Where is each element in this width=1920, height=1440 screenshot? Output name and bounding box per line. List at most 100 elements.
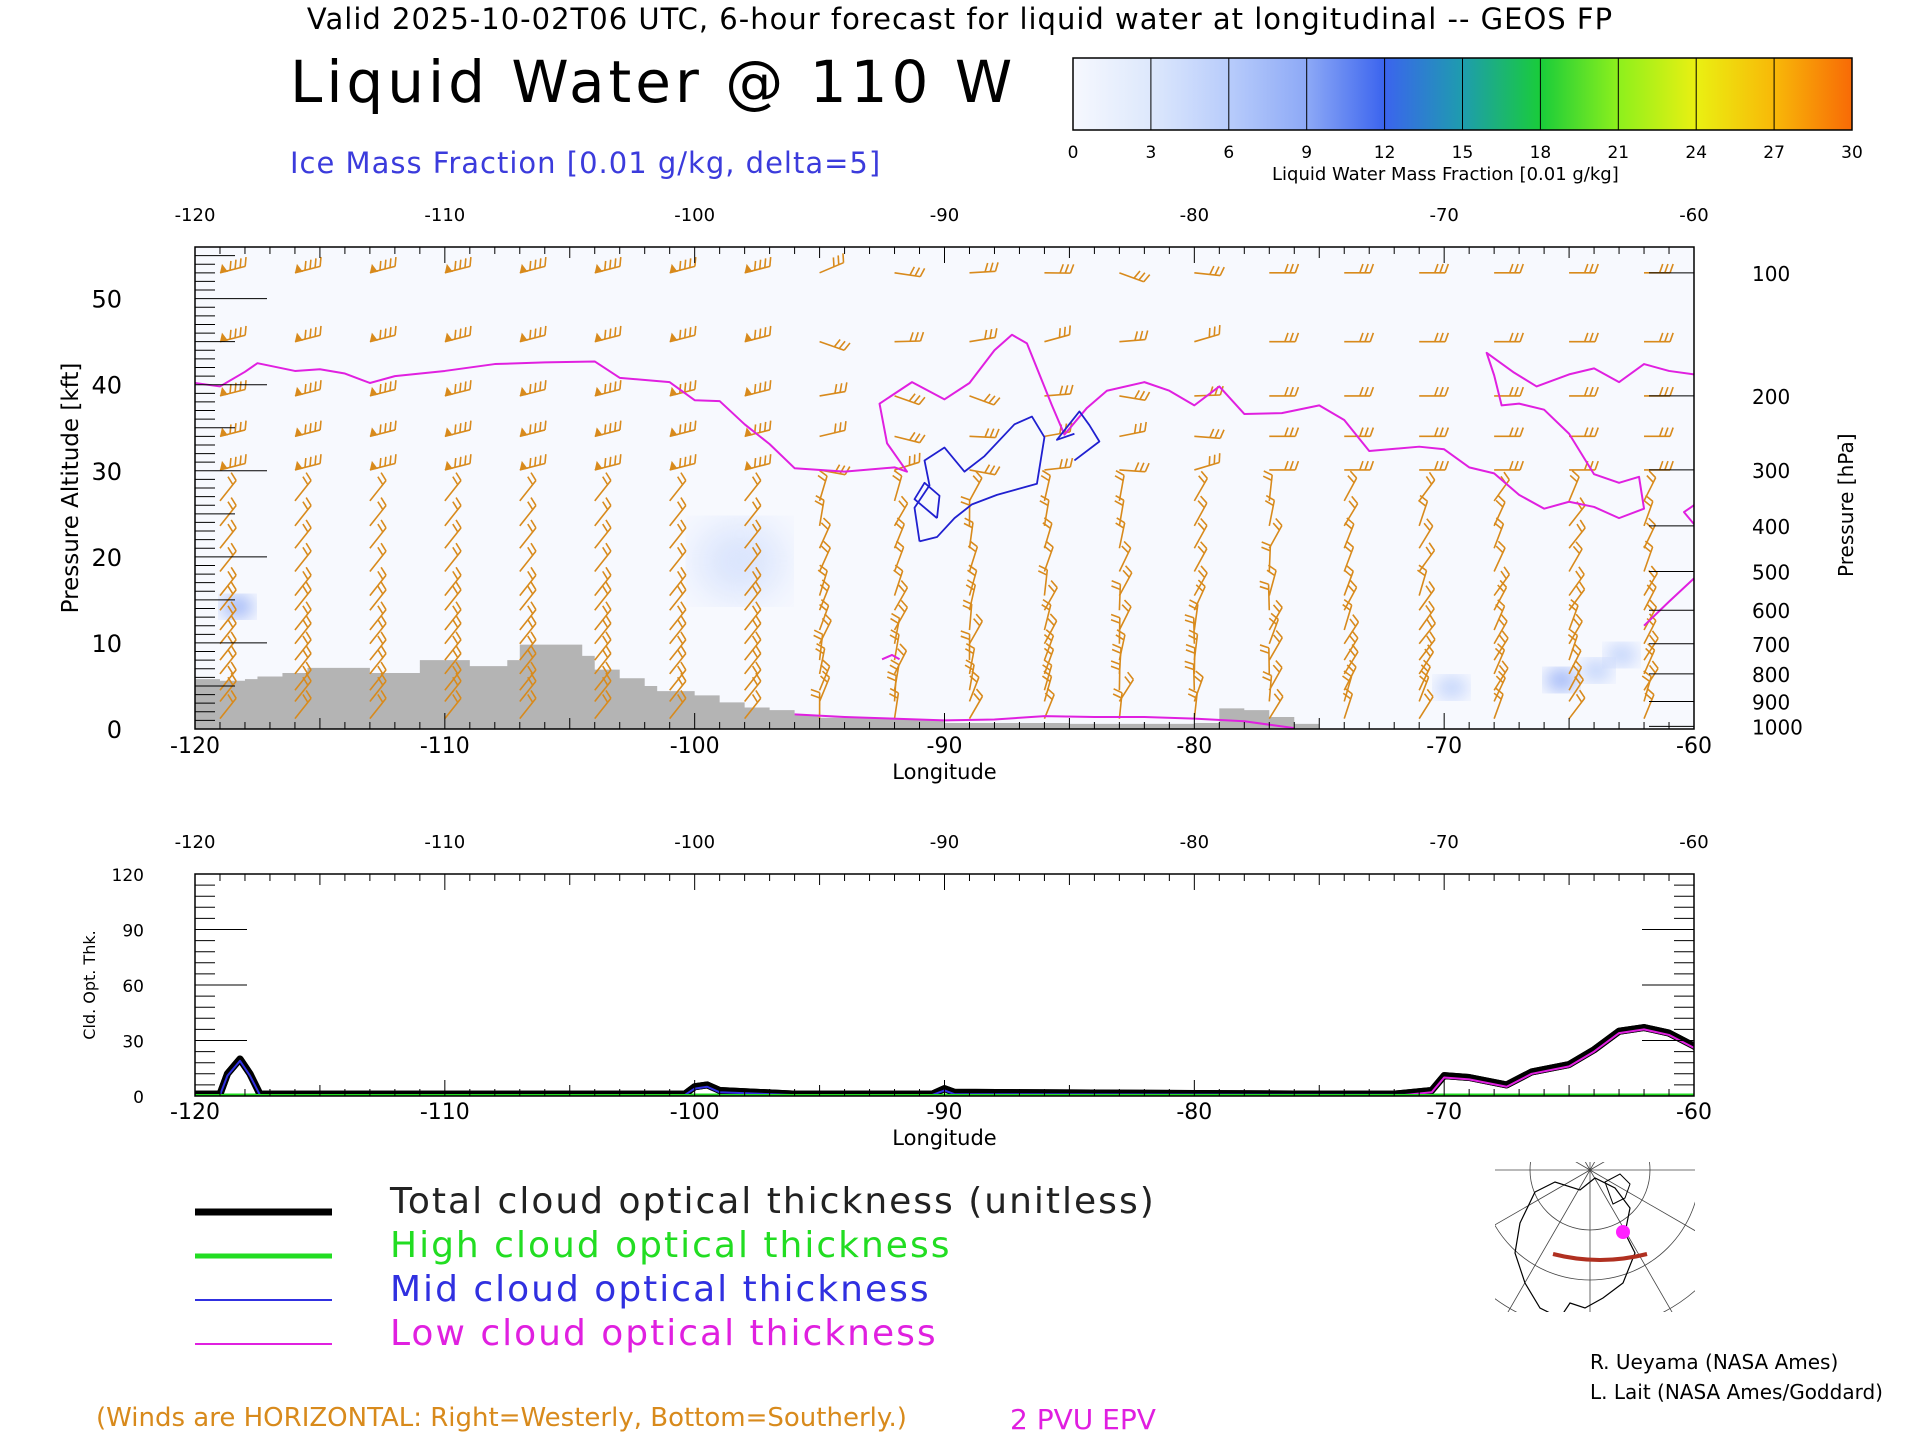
- wind-barb: [1643, 579, 1657, 611]
- legend-label: Mid cloud optical thickness: [390, 1269, 931, 1310]
- wind-barb-feather: [1349, 618, 1357, 627]
- wind-barb-feather: [1219, 429, 1225, 439]
- wind-barb-feather: [394, 454, 397, 464]
- wind-barb-feather: [530, 615, 537, 624]
- wind-barb-pennant: [519, 263, 528, 273]
- wind-barb-feather: [1519, 386, 1525, 397]
- wind-barb-feather: [1428, 600, 1435, 610]
- wind-barb: [1193, 565, 1208, 596]
- wind-barb: [1567, 629, 1579, 661]
- wind-barb-feather: [227, 605, 234, 615]
- wind-barb-shaft: [1568, 650, 1582, 675]
- wind-barb: [1643, 494, 1654, 527]
- wind-barb-feather: [751, 619, 759, 628]
- wind-barb: [219, 672, 237, 702]
- wind-barb: [219, 454, 247, 471]
- wind-barb-feather: [1514, 332, 1519, 342]
- wind-barb-feather: [1219, 266, 1225, 276]
- wind-barb-feather: [751, 635, 759, 645]
- wind-barb: [519, 645, 537, 675]
- wind-barb-feather: [614, 381, 617, 391]
- wind-barb-feather: [469, 420, 472, 430]
- wind-barb-feather: [530, 645, 537, 654]
- wind-barb: [1259, 644, 1271, 674]
- wind-barb-feather: [678, 329, 682, 340]
- wind-barb-feather: [530, 566, 537, 576]
- wind-barb-shaft: [1193, 477, 1209, 502]
- wind-barb-feather: [1514, 386, 1519, 397]
- wind-barb-feather: [377, 523, 384, 533]
- wind-barb: [818, 659, 831, 691]
- wind-barb-feather: [1508, 386, 1514, 397]
- wind-barb: [444, 689, 462, 720]
- wind-barb-shaft: [818, 665, 831, 691]
- wind-barb: [1268, 599, 1283, 631]
- wind-barb-shaft: [1267, 584, 1271, 611]
- wind-barb-feather: [229, 260, 232, 271]
- wind-barb-feather: [234, 423, 237, 433]
- wind-barb-feather: [1364, 332, 1369, 342]
- wind-barb: [969, 393, 1001, 406]
- wind-barb: [1419, 332, 1450, 343]
- wind-barb-pennant: [519, 460, 528, 470]
- wind-barb: [1418, 688, 1434, 720]
- wind-barb-feather: [1423, 659, 1431, 668]
- wind-barb-feather: [1289, 332, 1294, 342]
- wind-barb-shaft: [1343, 637, 1359, 661]
- wind-barb-feather: [1265, 494, 1275, 502]
- lower-y-tick-label: 120: [112, 866, 144, 886]
- wind-barb: [1493, 660, 1509, 691]
- wind-barb: [669, 566, 687, 597]
- wind-barb-shaft: [1343, 477, 1358, 502]
- wind-barb-feather: [989, 328, 993, 339]
- colorbar-tick-label: 21: [1607, 143, 1629, 163]
- wind-barb-shaft: [1343, 604, 1353, 631]
- wind-barb: [1418, 631, 1436, 661]
- wind-barb-feather: [890, 659, 900, 666]
- wind-barb-feather: [1346, 664, 1355, 673]
- wind-barb-feather: [1651, 660, 1659, 669]
- wind-barb-shaft: [894, 272, 921, 278]
- wind-barb-feather: [755, 497, 762, 506]
- wind-barb: [444, 519, 462, 549]
- wind-barb: [669, 380, 697, 397]
- wind-barb-feather: [1519, 460, 1525, 471]
- wind-barb-feather: [309, 456, 312, 467]
- lower-x-tick-label-top: -110: [424, 832, 465, 853]
- wind-barb-feather: [314, 455, 317, 465]
- wind-barb-feather: [676, 619, 684, 628]
- wind-barb-feather: [1213, 326, 1216, 336]
- wind-barb-feather: [1124, 676, 1132, 685]
- wind-barb: [893, 540, 905, 572]
- wind-barb-feather: [1208, 327, 1211, 338]
- wind-barb-shaft: [968, 676, 980, 702]
- wind-barb-feather: [539, 258, 542, 268]
- wind-barb: [1343, 517, 1355, 549]
- wind-barb-feather: [844, 421, 847, 431]
- wind-barb-feather: [1493, 522, 1503, 530]
- wind-barb-feather: [1583, 427, 1589, 437]
- wind-barb: [219, 257, 247, 274]
- wind-barb-feather: [530, 601, 537, 611]
- wind-barb-feather: [605, 601, 612, 611]
- wind-barb: [1568, 541, 1583, 572]
- wind-barb-feather: [1138, 422, 1142, 433]
- wind-barb: [594, 497, 612, 527]
- lower-x-tick-label-top: -80: [1180, 832, 1209, 853]
- wind-barb-feather: [604, 260, 607, 271]
- wind-barb-feather: [377, 570, 384, 580]
- wind-barb-feather: [1497, 618, 1506, 627]
- wind-barb-shaft: [444, 622, 462, 645]
- wind-barb-feather: [244, 325, 247, 336]
- wind-barb-feather: [1214, 266, 1220, 276]
- wind-barb: [744, 672, 762, 702]
- wind-barb-feather: [1572, 664, 1580, 673]
- wind-barb-feather: [1348, 659, 1357, 668]
- wind-barb-feather: [1112, 643, 1122, 649]
- wind-barb-feather: [1197, 500, 1205, 509]
- wind-barb-feather: [1264, 500, 1274, 507]
- wind-barb-feather: [972, 475, 981, 484]
- wind-barb: [744, 566, 762, 597]
- wind-barb-feather: [614, 455, 617, 465]
- wind-barb-feather: [1214, 429, 1220, 439]
